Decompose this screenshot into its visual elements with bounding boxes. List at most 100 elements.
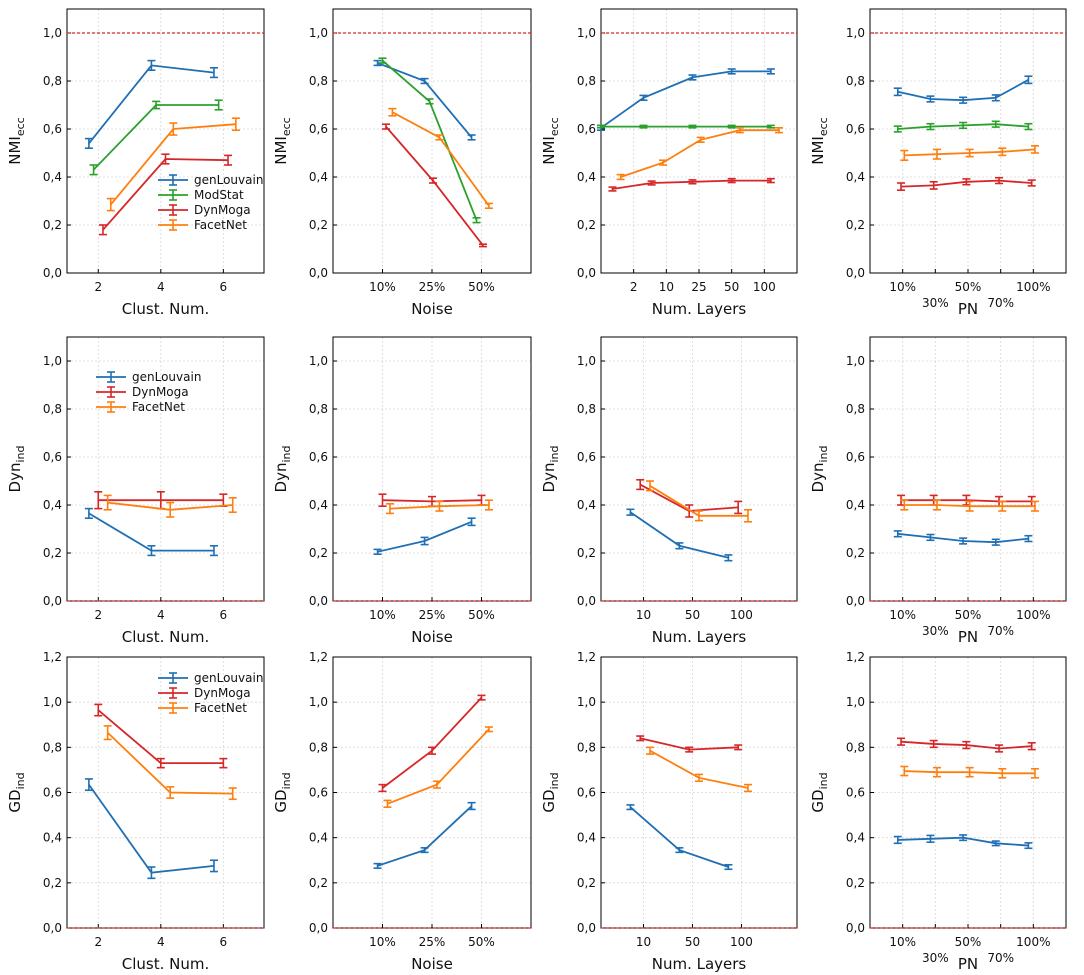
data-point (932, 766, 941, 778)
series-line (88, 784, 215, 874)
x-tick-label: 100% (1016, 280, 1050, 294)
y-tick-label: 0,0 (577, 266, 596, 280)
data-point (383, 799, 392, 808)
data-point (378, 57, 387, 64)
y-tick-label: 0,4 (577, 831, 596, 845)
data-point (428, 177, 437, 184)
series-DynMoga (608, 177, 775, 192)
y-tick-label: 0,6 (577, 786, 596, 800)
y-axis-label: Dynind (272, 446, 293, 493)
data-point (688, 179, 697, 185)
x-tick-label: 10% (369, 608, 396, 622)
data-point (161, 153, 170, 165)
series-line (600, 70, 771, 129)
series-ModStat (893, 120, 1033, 133)
series-line (377, 62, 473, 138)
series-DynMoga (897, 737, 1036, 753)
series-genLouvain (84, 778, 218, 880)
series-DynMoga (378, 493, 486, 508)
y-tick-label: 0,0 (309, 921, 328, 935)
x-tick-label: 10% (369, 935, 396, 949)
data-point (929, 181, 938, 190)
legend-label: DynMoga (194, 686, 251, 700)
series-FacetNet (383, 726, 493, 808)
series-line (377, 805, 473, 867)
x-axis-label: PN (958, 628, 978, 646)
series-FacetNet (103, 494, 237, 518)
data-point (639, 124, 648, 129)
series-ModStat (378, 57, 481, 224)
data-point (965, 500, 974, 512)
x-tick-label: 4 (157, 608, 165, 622)
y-axis-label: Dynind (540, 446, 561, 493)
data-point (94, 490, 103, 510)
series-ModStat (597, 124, 775, 129)
y-axis-label: GDind (272, 772, 293, 812)
y-tick-label: 0,6 (846, 122, 865, 136)
x-tick-label: 10% (889, 280, 916, 294)
data-point (685, 746, 694, 753)
data-point (219, 757, 228, 769)
x-tick-label: 6 (220, 608, 228, 622)
data-point (932, 499, 941, 511)
y-tick-label: 0,2 (309, 546, 328, 560)
plot-frame (66, 8, 265, 274)
x-tick-label: 50 (685, 608, 700, 622)
legend-label: FacetNet (194, 218, 247, 232)
data-point (484, 726, 493, 733)
data-point (734, 500, 743, 515)
series-DynMoga (381, 123, 487, 248)
legend-label: DynMoga (194, 203, 251, 217)
data-point (932, 148, 941, 160)
y-tick-label: 0,2 (577, 876, 596, 890)
x-axis-label: Num. Layers (652, 300, 747, 318)
x-axis-label: PN (958, 300, 978, 318)
data-point (926, 834, 935, 843)
legend-label: DynMoga (132, 385, 189, 399)
data-point (766, 68, 775, 75)
y-tick-label: 0,2 (309, 218, 328, 232)
series-line (612, 179, 771, 190)
data-point (378, 493, 387, 508)
data-point (103, 725, 112, 741)
x-tick-label: 50 (685, 935, 700, 949)
data-point (647, 180, 656, 186)
data-point (484, 202, 493, 209)
y-tick-label: 1,0 (43, 695, 62, 709)
data-point (166, 786, 175, 799)
series-genLouvain (626, 804, 733, 871)
series-genLouvain (626, 508, 733, 562)
y-tick-label: 0,8 (43, 74, 62, 88)
series-genLouvain (893, 834, 1033, 850)
y-axis-label-sub: ecc (817, 117, 830, 136)
y-tick-label: 0,0 (846, 921, 865, 935)
y-tick-label: 0,4 (577, 498, 596, 512)
data-point (231, 117, 240, 131)
data-point (228, 496, 237, 514)
data-point (467, 517, 476, 527)
data-point (385, 502, 394, 515)
x-axis-label: Num. Layers (652, 955, 747, 973)
data-point (991, 120, 1000, 128)
data-point (962, 178, 971, 186)
series-FacetNet (646, 480, 752, 523)
y-tick-label: 0,6 (846, 786, 865, 800)
data-point (209, 859, 218, 873)
x-tick-label: 4 (157, 935, 165, 949)
data-point (639, 94, 648, 101)
y-tick-label: 0,8 (309, 74, 328, 88)
data-point (991, 840, 1000, 847)
x-tick-label: 70% (987, 624, 1014, 638)
x-tick-label: 25% (419, 935, 446, 949)
y-tick-label: 0,8 (309, 402, 328, 416)
legend-item: DynMoga (158, 203, 251, 217)
data-point (608, 186, 617, 192)
data-point (84, 137, 93, 149)
data-point (1024, 122, 1033, 131)
data-point (467, 801, 476, 811)
y-tick-label: 0,2 (846, 876, 865, 890)
y-tick-label: 0,4 (43, 170, 62, 184)
y-axis-label: NMIecc (272, 117, 293, 164)
